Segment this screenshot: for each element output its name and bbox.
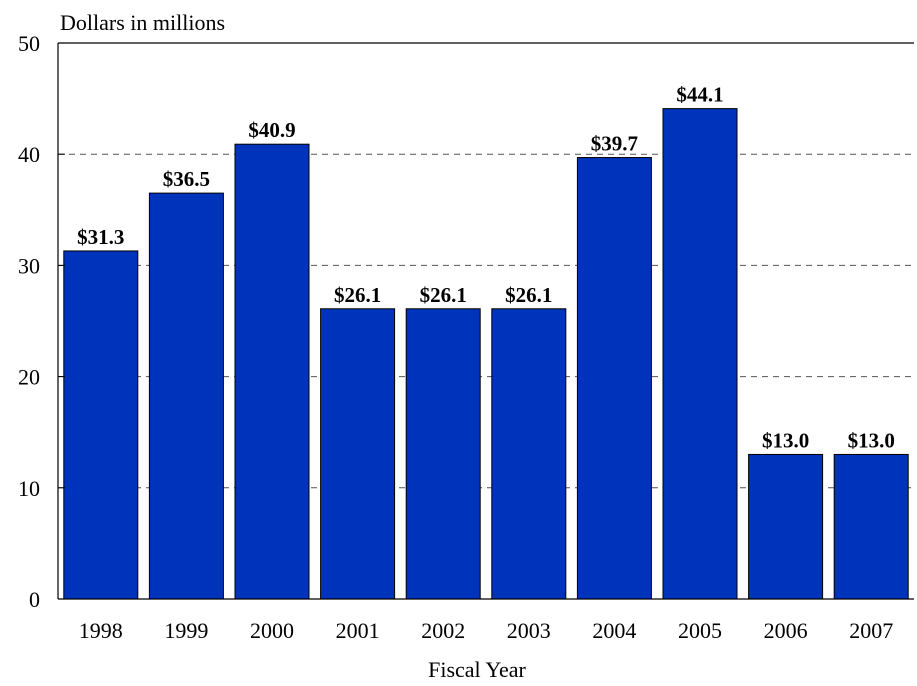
data-label-2005: $44.1 [676, 83, 723, 107]
bar-2007 [833, 453, 909, 600]
x-axis-ticks: 1998 1999 2000 2001 2002 2003 2004 2005 2006 2007 [79, 618, 893, 643]
x-tick-label-2003: 2003 [507, 618, 551, 643]
y-axis-ticks: 0 10 20 30 40 50 [18, 31, 65, 612]
bar-2001 [320, 308, 396, 600]
bar-2005 [662, 108, 738, 600]
data-label-2004: $39.7 [591, 132, 638, 156]
bars [63, 108, 909, 600]
y-tick-label-10: 10 [18, 476, 40, 501]
bar-2002 [405, 308, 481, 600]
bar-2004 [576, 157, 652, 600]
y-tick-label-30: 30 [18, 253, 40, 278]
y-tick-label-50: 50 [18, 31, 40, 56]
data-label-2007: $13.0 [848, 428, 895, 452]
data-label-1998: $31.3 [77, 225, 124, 249]
data-label-2002: $26.1 [420, 283, 467, 307]
y-tick-label-40: 40 [18, 142, 40, 167]
y-tick-label-20: 20 [18, 365, 40, 390]
x-tick-label-2006: 2006 [764, 618, 808, 643]
x-tick-label-2004: 2004 [592, 618, 636, 643]
bar-2006 [748, 453, 824, 600]
bar-2000 [234, 143, 310, 600]
x-tick-label-1998: 1998 [79, 618, 123, 643]
y-axis-title: Dollars in millions [60, 10, 225, 35]
bar-2003 [491, 308, 567, 600]
x-tick-label-2005: 2005 [678, 618, 722, 643]
data-labels: $31.3 $36.5 $40.9 $26.1 $26.1 $26.1 $39.7 $44.1… [77, 83, 895, 453]
plot-frame [57, 42, 914, 600]
bar-1998 [63, 250, 139, 600]
data-label-1999: $36.5 [163, 167, 210, 191]
data-label-2003: $26.1 [505, 283, 552, 307]
x-tick-label-2002: 2002 [421, 618, 465, 643]
y-tick-label-0: 0 [29, 587, 40, 612]
data-label-2006: $13.0 [762, 428, 809, 452]
x-tick-label-1999: 1999 [164, 618, 208, 643]
x-tick-label-2000: 2000 [250, 618, 294, 643]
x-tick-label-2007: 2007 [849, 618, 893, 643]
bar-1999 [148, 192, 224, 600]
x-tick-label-2001: 2001 [336, 618, 380, 643]
data-label-2001: $26.1 [334, 283, 381, 307]
data-label-2000: $40.9 [248, 118, 295, 142]
x-axis-title: Fiscal Year [428, 657, 526, 682]
